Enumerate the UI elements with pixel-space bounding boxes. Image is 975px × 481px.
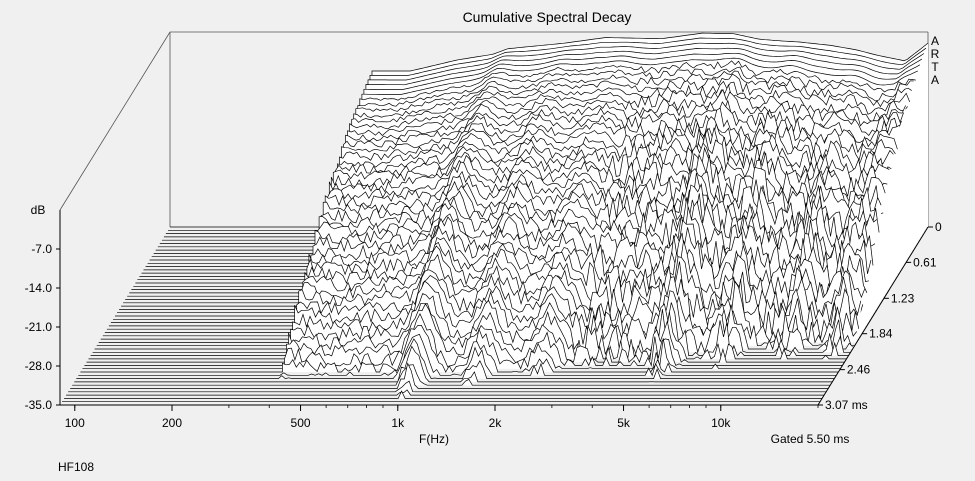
decay-slice: [157, 60, 916, 248]
decay-slice: [137, 116, 896, 281]
z-axis-line: [817, 226, 929, 406]
decay-slice: [74, 345, 833, 383]
y-tick-label: -21.0: [25, 320, 53, 334]
z-tick-label: 2.46: [847, 363, 871, 377]
y-tick-label: -35.0: [25, 398, 53, 412]
brand-letter: T: [931, 60, 939, 74]
decay-slice: [94, 269, 853, 351]
chart-title: Cumulative Spectral Decay: [463, 9, 632, 25]
decay-slice: [115, 190, 874, 317]
y-axis-label: dB: [31, 203, 46, 217]
decay-slice: [119, 172, 878, 310]
decay-slice: [161, 52, 921, 241]
decay-slice: [88, 293, 847, 360]
x-axis-label: F(Hz): [419, 432, 449, 446]
axes: -7.0 -14.0 -21.0 -28.0 -35.0 100 200 500 1k 2k 5k 1…: [25, 210, 942, 430]
decay-slice: [72, 364, 831, 386]
decay-slice: [82, 312, 841, 370]
decay-slice: [123, 161, 882, 304]
z-tick-label: 3.07 ms: [825, 398, 868, 412]
decay-slice: [108, 213, 868, 327]
z-tick-label: 1.23: [891, 291, 915, 305]
brand-letter: R: [931, 47, 940, 61]
decay-slice: [125, 153, 884, 300]
z-tick-label: 0.61: [913, 255, 937, 269]
decay-slice: [70, 362, 829, 389]
gate-label: Gated 5.50 ms: [771, 432, 850, 446]
frame-edge: [59, 31, 171, 211]
decay-slice: [133, 127, 892, 287]
decay-slice: [102, 236, 862, 337]
y-tick-label: -7.0: [31, 242, 52, 256]
decay-slice: [163, 47, 923, 238]
decay-slice: [64, 390, 823, 399]
decay-slice: [149, 80, 908, 261]
x-tick-label: 1k: [391, 416, 405, 430]
decay-slice: [153, 70, 912, 254]
decay-slice: [168, 37, 927, 231]
decay-slice-fill: [82, 313, 841, 369]
x-tick-label: 200: [162, 416, 182, 430]
decay-slice: [141, 101, 900, 274]
x-tick-label: 10k: [711, 416, 731, 430]
x-tick-label: 500: [291, 416, 311, 430]
decay-slice: [143, 99, 902, 271]
decay-slice: [113, 196, 872, 320]
x-tick-label: 2k: [489, 416, 503, 430]
decay-slice: [66, 389, 825, 396]
decay-slice: [129, 142, 888, 294]
decay-slice: [76, 338, 835, 379]
decay-slice: [68, 380, 827, 393]
x-tick-label: 5k: [617, 416, 631, 430]
decay-slice: [155, 66, 914, 251]
decay-slice: [86, 303, 845, 364]
y-tick-label: -14.0: [25, 281, 53, 295]
decay-slice-fill: [66, 389, 825, 396]
decay-slice: [151, 73, 911, 258]
decay-slice-fill: [68, 381, 827, 392]
decay-slice: [84, 303, 843, 367]
brand-letter: A: [931, 34, 939, 48]
decay-slice: [78, 333, 837, 377]
decay-slice: [127, 146, 886, 297]
brand-letter: A: [931, 73, 939, 87]
decay-slice: [131, 133, 890, 290]
decay-slice: [106, 216, 866, 330]
decay-slice: [145, 88, 904, 267]
y-tick-label: -28.0: [25, 359, 53, 373]
decay-slice: [170, 32, 929, 228]
z-tick-label: 0: [935, 220, 942, 234]
decay-slice: [165, 42, 925, 234]
decay-slice: [92, 274, 851, 354]
sample-label: HF108: [58, 460, 94, 474]
decay-slice: [80, 324, 839, 373]
decay-slice: [139, 107, 898, 277]
decay-slice: [117, 180, 876, 314]
x-tick-label: 100: [65, 416, 85, 430]
decay-slice: [135, 122, 894, 284]
decay-slices: [60, 32, 929, 406]
decay-slice: [90, 280, 849, 357]
decay-slice: [159, 57, 918, 244]
z-tick-label: 1.84: [869, 327, 893, 341]
decay-slice: [96, 253, 855, 347]
